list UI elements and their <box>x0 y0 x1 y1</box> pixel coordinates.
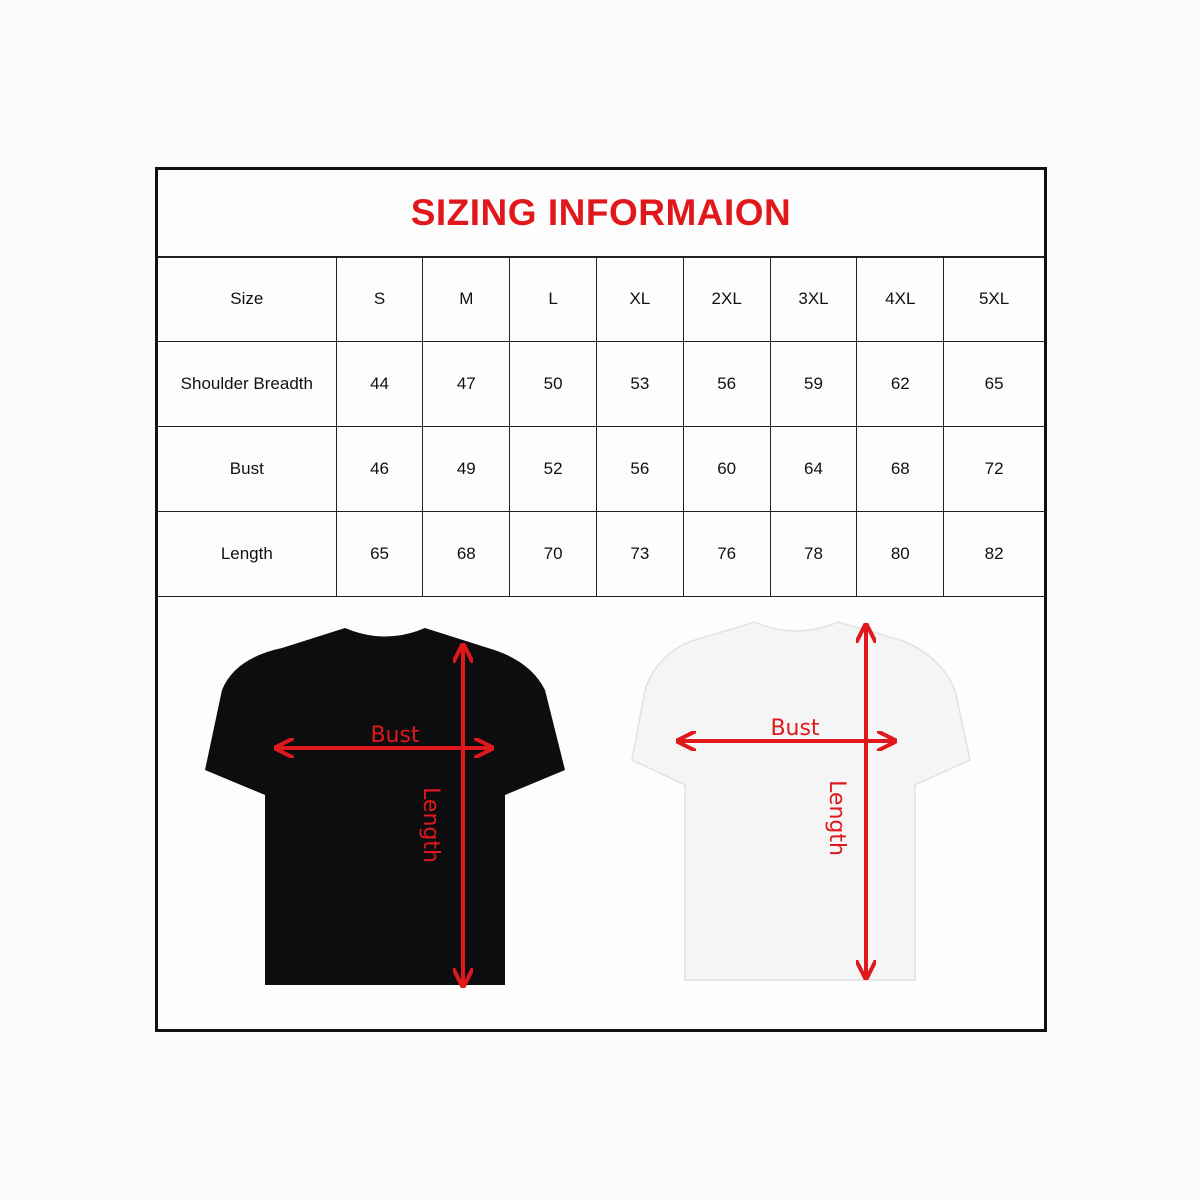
white-tshirt-shape <box>631 621 971 981</box>
cell: 56 <box>595 426 684 512</box>
size-xl: XL <box>595 257 684 342</box>
cell: 68 <box>856 426 945 512</box>
length-label: Length <box>824 780 849 856</box>
table-header-row: Size S M L XL 2XL 3XL 4XL 5XL <box>158 257 1044 342</box>
black-tshirt: Bust Length <box>205 628 565 985</box>
size-5xl: 5XL <box>943 257 1044 342</box>
table-row: Length 65 68 70 73 76 78 80 82 <box>158 511 1044 597</box>
size-table: Size S M L XL 2XL 3XL 4XL 5XL Shoulder B… <box>158 257 1044 597</box>
table-row: Shoulder Breadth 44 47 50 53 56 59 62 65 <box>158 341 1044 427</box>
length-label: Length <box>418 787 443 863</box>
cell: 82 <box>943 511 1044 597</box>
size-l: L <box>509 257 597 342</box>
white-tshirt: Bust Length <box>631 621 971 981</box>
cell: 80 <box>856 511 945 597</box>
cell: 78 <box>769 511 858 597</box>
black-tshirt-shape <box>205 628 565 985</box>
row-label: Length <box>158 511 337 597</box>
cell: 52 <box>509 426 597 512</box>
table-row: Bust 46 49 52 56 60 64 68 72 <box>158 426 1044 512</box>
cell: 44 <box>335 341 424 427</box>
cell: 50 <box>509 341 597 427</box>
header-label: Size <box>158 257 337 342</box>
cell: 72 <box>943 426 1044 512</box>
cell: 46 <box>335 426 424 512</box>
bust-label: Bust <box>370 723 419 748</box>
cell: 64 <box>769 426 858 512</box>
row-label: Shoulder Breadth <box>158 341 337 427</box>
cell: 76 <box>682 511 771 597</box>
cell: 65 <box>943 341 1044 427</box>
cell: 62 <box>856 341 945 427</box>
bust-label: Bust <box>770 716 819 741</box>
cell: 47 <box>422 341 511 427</box>
cell: 56 <box>682 341 771 427</box>
cell: 53 <box>595 341 684 427</box>
cell: 73 <box>595 511 684 597</box>
cell: 60 <box>682 426 771 512</box>
